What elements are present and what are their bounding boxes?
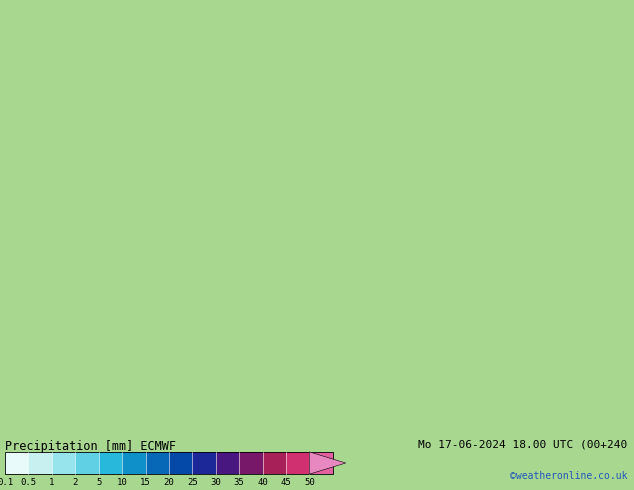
Text: 10: 10	[117, 478, 127, 488]
Bar	[99, 452, 122, 474]
Polygon shape	[309, 452, 346, 474]
Text: 25: 25	[187, 478, 198, 488]
Bar	[216, 452, 239, 474]
Bar	[286, 452, 309, 474]
Bar	[239, 452, 262, 474]
Text: 5: 5	[96, 478, 101, 488]
Text: 40: 40	[257, 478, 268, 488]
Bar	[122, 452, 146, 474]
Bar	[5, 452, 333, 474]
Text: Mo 17-06-2024 18.00 UTC (00+240: Mo 17-06-2024 18.00 UTC (00+240	[418, 440, 628, 450]
Text: Precipitation [mm] ECMWF: Precipitation [mm] ECMWF	[5, 440, 176, 453]
Text: 30: 30	[210, 478, 221, 488]
Text: 20: 20	[164, 478, 174, 488]
Text: 0.1: 0.1	[0, 478, 13, 488]
Bar	[169, 452, 192, 474]
Bar	[146, 452, 169, 474]
Text: ©weatheronline.co.uk: ©weatheronline.co.uk	[510, 471, 628, 482]
Text: 35: 35	[234, 478, 245, 488]
Text: 0.5: 0.5	[20, 478, 37, 488]
Text: 1: 1	[49, 478, 55, 488]
Text: 45: 45	[281, 478, 292, 488]
Text: 50: 50	[304, 478, 315, 488]
Bar	[75, 452, 99, 474]
Bar	[262, 452, 286, 474]
Bar	[5, 452, 29, 474]
Text: 15: 15	[140, 478, 151, 488]
Bar	[29, 452, 52, 474]
Bar	[309, 452, 333, 474]
Bar	[52, 452, 75, 474]
Text: 2: 2	[73, 478, 78, 488]
Bar	[192, 452, 216, 474]
